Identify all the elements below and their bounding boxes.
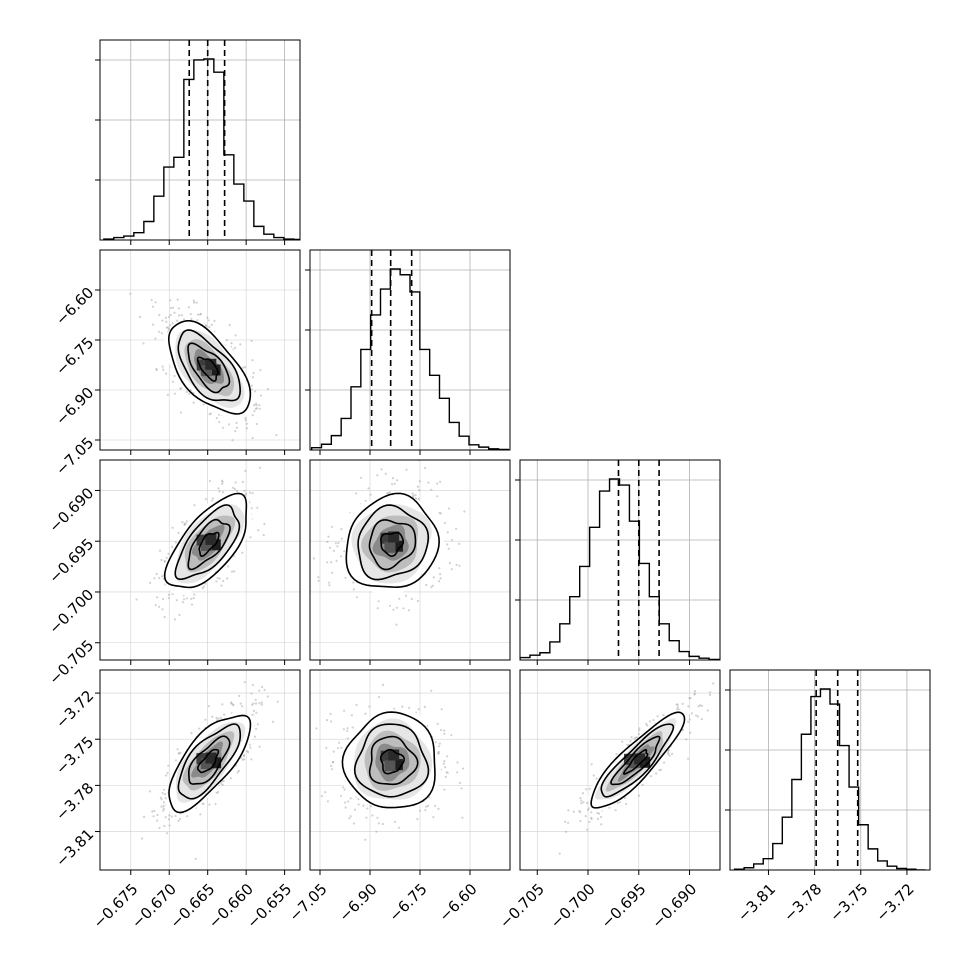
panel-3-2-frame [519, 669, 721, 871]
y-tick-label-2-3: −0.690 [45, 484, 97, 536]
x-tick-label-1-0: −7.05 [286, 880, 331, 925]
panel-2-0-density [163, 492, 252, 596]
panel-1-0-contour-0 [167, 319, 252, 415]
panel-1-0-core-2 [201, 365, 212, 377]
hist-1-steps [310, 268, 510, 450]
panel-1-0-frame [99, 249, 301, 451]
panel-3-3: −3.81 −3.78 −3.75 −3.72 [725, 669, 931, 925]
panel-2-1-frame [309, 459, 511, 661]
panel-3-1-core-0 [380, 750, 392, 762]
panel-2-2-frame [519, 459, 721, 661]
panel-3-0: −3.81−3.78−3.75−3.72−0.675−0.670−0.665−0… [52, 669, 301, 932]
panel-2-0-core-2 [201, 539, 212, 551]
panel-2-1 [309, 459, 511, 665]
panel-2-1-density [345, 492, 445, 596]
x-tick-label-1-3: −6.60 [436, 880, 481, 925]
panel-1-1-frame [309, 249, 511, 451]
panel-3-1: −7.05 −6.90 −6.75 −6.60 [286, 669, 511, 925]
panel-3-0-contour-3 [196, 748, 220, 774]
hist-3-steps [733, 688, 926, 870]
panel-2-2 [515, 459, 721, 665]
y-tick-label-3-3: −3.72 [52, 687, 97, 732]
panel-3-0-contour-2 [187, 735, 231, 785]
panel-3-1-contour-1 [353, 723, 430, 798]
panel-3-1-core-3 [388, 749, 400, 761]
y-tick-label-2-0: −0.705 [45, 636, 97, 688]
panel-1-0-core-0 [196, 359, 208, 371]
panel-3-1-contour-2 [368, 735, 419, 786]
panel-3-0-core-3 [205, 752, 217, 764]
panel-2-1-contour-2 [368, 519, 417, 571]
panel-1-0-core-1 [209, 364, 221, 376]
y-tick-label-1-1: −6.90 [52, 384, 97, 429]
panel-3-1-contour-3 [379, 748, 405, 775]
panel-2-0-contour-0 [163, 492, 248, 589]
y-tick-label-2-1: −0.700 [45, 586, 97, 638]
y-tick-label-1-3: −6.60 [52, 284, 97, 329]
panel-2-0-core-3 [205, 533, 217, 545]
panel-3-0-density [165, 711, 255, 814]
x-tick-label-3-0: −3.81 [734, 880, 779, 925]
panel-3-0-contour-1 [177, 723, 242, 800]
panel-1-1 [305, 249, 511, 455]
panel-3-2-contour-1 [600, 723, 675, 798]
panel-1-0-density [162, 319, 253, 419]
panel-1-0: −7.05 −6.90 −6.75 −6.60 [52, 249, 301, 479]
x-tick-label-3-3: −3.72 [872, 880, 917, 925]
x-tick-label-2-1: −0.700 [547, 880, 599, 932]
hist-2-steps [520, 478, 720, 660]
x-tick-label-1-1: −6.90 [336, 880, 381, 925]
panel-3-2-density [587, 707, 691, 812]
panel-1-0-contour-1 [177, 329, 241, 402]
x-tick-label-3-2: −3.75 [826, 880, 871, 925]
y-tick-label-1-0: −7.05 [52, 434, 97, 479]
x-tick-label-2-3: −0.690 [648, 880, 700, 932]
panel-1-0-contour-2 [187, 342, 231, 394]
x-tick-label-2-2: −0.695 [598, 880, 650, 932]
panel-3-1-core-1 [391, 759, 403, 771]
y-tick-label-3-1: −3.78 [52, 779, 97, 824]
panel-1-0-core-3 [205, 358, 217, 370]
y-tick-label-2-2: −0.695 [45, 535, 97, 587]
panel-2-0: −0.705−0.700−0.695−0.690 [45, 459, 301, 688]
panel-2-0-contour-2 [187, 518, 231, 571]
panel-2-1-contour-1 [357, 504, 430, 581]
panel-3-1-frame [309, 669, 511, 871]
panel-3-1-contour-0 [341, 711, 436, 809]
panel-1-0-contour-3 [196, 356, 219, 382]
panel-0-0-frame [99, 39, 301, 241]
y-tick-label-3-0: −3.81 [52, 825, 97, 870]
panel-3-1-core-2 [384, 760, 396, 772]
panel-3-0-contour-0 [168, 714, 252, 814]
panel-2-1-core-3 [388, 531, 400, 543]
panel-3-2-contour-2 [610, 735, 661, 786]
y-tick-label-3-2: −3.75 [52, 733, 97, 778]
panel-2-0-contour-1 [174, 504, 241, 581]
panel-3-2: −0.705−0.700−0.695−0.690 [496, 669, 721, 932]
x-tick-label-1-2: −6.75 [386, 880, 431, 925]
panel-2-1-contour-0 [345, 492, 440, 588]
panel-2-0-frame [99, 459, 301, 661]
panel-3-2-contour-0 [590, 711, 686, 809]
panel-3-0-frame [99, 669, 301, 871]
panel-2-1-core-1 [392, 540, 403, 552]
panel-2-1-core-2 [384, 541, 396, 553]
panel-0-0 [95, 39, 301, 245]
x-tick-label-3-1: −3.78 [780, 880, 825, 925]
panel-2-0-contour-3 [198, 531, 220, 557]
panel-2-1-contour-3 [380, 531, 405, 557]
panel-3-1-density [340, 708, 442, 813]
panel-2-1-core-0 [380, 532, 392, 544]
panel-3-3-frame [729, 669, 931, 871]
y-tick-label-1-2: −6.75 [52, 334, 97, 379]
panel-3-2-contour-3 [622, 749, 649, 775]
panel-3-2-core-3 [634, 753, 646, 765]
hist-0-steps [103, 58, 300, 240]
x-tick-label-2-0: −0.705 [496, 880, 548, 932]
